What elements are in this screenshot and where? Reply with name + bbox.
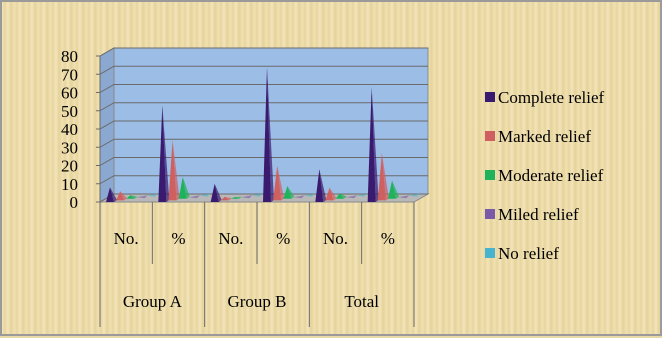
bar <box>303 193 315 197</box>
x-category-label: % <box>276 229 290 248</box>
bar <box>315 169 327 202</box>
y-tick-label: 0 <box>70 193 79 212</box>
bar <box>283 186 295 199</box>
x-group-label: Group A <box>123 292 183 311</box>
gridline <box>99 47 428 57</box>
legend-label: Marked relief <box>498 127 591 146</box>
x-category-label: % <box>381 229 395 248</box>
bar <box>168 140 180 201</box>
bar <box>398 195 410 199</box>
bar <box>188 195 200 199</box>
bar <box>116 191 128 201</box>
bar <box>408 193 420 197</box>
bar <box>356 193 368 197</box>
legend-swatch <box>485 248 495 258</box>
y-tick-label: 60 <box>61 84 78 103</box>
bar <box>335 193 347 199</box>
x-group-label: Group B <box>227 292 286 311</box>
bar <box>293 195 305 199</box>
bar <box>136 195 148 199</box>
x-category-label: No. <box>114 229 139 248</box>
y-tick-label: 40 <box>61 120 78 139</box>
y-tick-label: 20 <box>61 157 78 176</box>
x-category-label: % <box>171 229 185 248</box>
bar <box>231 196 243 199</box>
bar <box>210 183 222 202</box>
y-tick-label: 70 <box>61 65 78 84</box>
category-table: No.% No.% No. % Group A Group B Total <box>99 202 415 327</box>
y-tick-label: 10 <box>61 175 78 194</box>
bar <box>220 196 232 201</box>
bar <box>325 187 337 201</box>
bar <box>263 66 274 202</box>
bar <box>199 193 211 197</box>
bar <box>178 176 190 199</box>
legend-label: Moderate relief <box>498 166 604 185</box>
gridline <box>99 120 428 130</box>
bar <box>388 180 400 199</box>
bar <box>146 193 158 197</box>
legend-label: Miled relief <box>498 205 579 224</box>
bar <box>273 165 285 201</box>
legend-item: Marked relief <box>485 127 591 146</box>
x-category-label: No. <box>323 229 348 248</box>
bar <box>158 105 170 202</box>
x-category-label: No. <box>218 229 243 248</box>
legend-item: Miled relief <box>485 205 579 224</box>
gridline <box>99 84 428 93</box>
x-group-label: Total <box>344 292 379 311</box>
legend-swatch <box>485 209 495 219</box>
legend-label: No relief <box>498 244 559 263</box>
legend-item: Moderate relief <box>485 166 604 185</box>
gridline <box>99 102 428 112</box>
legend: Complete relief Marked relief Moderate rel… <box>485 88 605 263</box>
bar <box>106 187 117 202</box>
legend-swatch <box>485 92 495 102</box>
y-tick-label: 80 <box>61 47 78 66</box>
bar <box>241 195 253 199</box>
gridline <box>99 138 428 148</box>
y-tick-label: 30 <box>61 138 78 157</box>
legend-item: Complete relief <box>485 88 605 107</box>
bar <box>367 87 379 202</box>
bar <box>251 193 263 197</box>
bar <box>345 195 357 199</box>
legend-swatch <box>485 131 495 141</box>
bar <box>126 195 138 199</box>
bar <box>377 152 389 201</box>
bars <box>106 66 420 202</box>
gridline <box>99 157 428 166</box>
gridline <box>99 65 428 75</box>
legend-item: No relief <box>485 244 559 263</box>
y-tick-label: 50 <box>61 102 78 121</box>
legend-label: Complete relief <box>498 88 605 107</box>
legend-swatch <box>485 170 495 180</box>
gridline <box>99 175 428 185</box>
